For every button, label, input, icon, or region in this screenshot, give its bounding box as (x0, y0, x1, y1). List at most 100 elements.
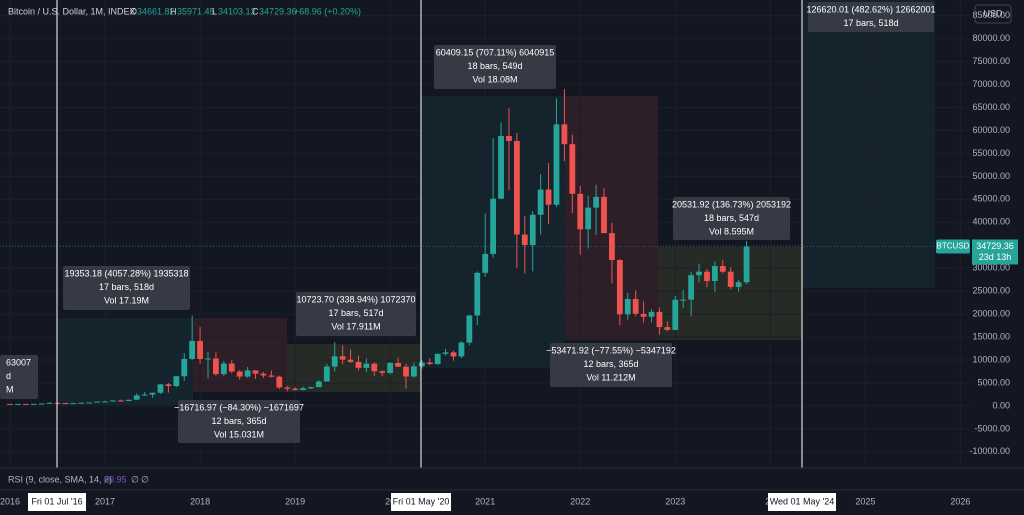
measure-box (63, 266, 190, 310)
rsi-label: RSI (9, close, SMA, 14, 2) (8, 474, 112, 484)
price-tag (972, 239, 1018, 265)
candle-body (490, 198, 497, 254)
date-marker-label: Wed 01 May '24 (770, 496, 835, 506)
measure-text: Vol 15.031M (214, 429, 264, 439)
candle-body (379, 371, 386, 373)
x-tick-label: 2021 (475, 496, 495, 506)
candle-body (632, 298, 639, 314)
measure-text: 126620.01 (482.62%) 12662001 (806, 4, 935, 14)
price-tag-label: 34729.36 (976, 241, 1014, 251)
measure-text: 63007 (6, 357, 31, 367)
header: Bitcoin / U.S. Dollar, 1M, INDEX O 34661… (8, 6, 361, 16)
candle-body (434, 353, 441, 364)
candle-body (609, 233, 615, 260)
candle-body (7, 403, 13, 405)
candle-body (15, 403, 21, 405)
measure-box (178, 400, 300, 443)
measure-box (0, 355, 38, 399)
symbol-tag-label: BTCUSD (937, 242, 970, 251)
candle-body (545, 189, 552, 205)
candle-body (513, 140, 520, 235)
candle-body (236, 371, 243, 377)
candle-body (640, 313, 647, 317)
ohlc-value: 34103.12 (218, 6, 256, 16)
y-tick-label: 5000.00 (977, 377, 1010, 387)
ohlc-label: H (170, 6, 177, 16)
y-tick-label: 40000.00 (972, 217, 1010, 227)
date-marker (28, 493, 86, 511)
measure-text: 10723.70 (338.94%) 1072370 (296, 294, 415, 304)
x-tick-label: 2025 (855, 496, 875, 506)
y-tick-label: 0.00 (992, 400, 1010, 410)
candle-body (450, 352, 457, 357)
ohlc-label: C (252, 6, 259, 16)
y-tick-label: 30000.00 (972, 263, 1010, 273)
y-tick-label: 50000.00 (972, 171, 1010, 181)
ohlc-value: 34661.82 (137, 6, 175, 16)
candle-body (30, 403, 37, 405)
candle-body (727, 271, 734, 287)
currency[interactable]: USD (983, 8, 1003, 18)
measure-box (296, 292, 416, 336)
candle-body (585, 207, 592, 230)
candle-body (537, 189, 544, 215)
zone (193, 318, 287, 392)
candle-body (117, 400, 124, 402)
candle-body (688, 275, 695, 300)
candle-body (347, 359, 354, 362)
candle-body (181, 358, 188, 377)
zone (57, 318, 193, 405)
y-tick-label: 55000.00 (972, 148, 1010, 158)
candle-body (22, 403, 29, 405)
candle-body (110, 400, 116, 402)
candle-body (62, 403, 69, 405)
candle-body (696, 271, 702, 276)
candle-body (133, 395, 140, 400)
ohlc-value: 34729.36 (259, 6, 297, 16)
candle-body (704, 271, 710, 281)
candle-body (54, 402, 61, 404)
candle-body (498, 136, 504, 199)
symbol: Bitcoin / U.S. Dollar, 1M, INDEX (8, 6, 136, 16)
candle-body (205, 358, 211, 360)
measure-text: Vol 17.911M (331, 321, 380, 331)
currency-button[interactable] (974, 4, 1012, 24)
change: +68.96 (+0.20%) (294, 6, 361, 16)
symbol-tag (936, 239, 970, 254)
measure-text: 17 bars, 518d (843, 18, 898, 28)
candle-body (292, 388, 299, 391)
measure-box (550, 343, 672, 387)
candle-body (244, 370, 251, 377)
candle-body (355, 361, 362, 368)
candle-body (308, 387, 314, 389)
measure-text: 12 bars, 365d (583, 359, 638, 369)
measure-text: 60409.15 (707.11%) 6040915 (436, 47, 554, 57)
countdown: 23d 13h (979, 252, 1012, 262)
candle-body (648, 311, 655, 317)
measure-text: 18 bars, 549d (467, 61, 522, 71)
y-tick-label: 25000.00 (972, 286, 1010, 296)
x-tick-label: 2026 (950, 496, 970, 506)
candle-body (284, 387, 291, 389)
measure-box (808, 2, 934, 32)
candle-body (458, 342, 465, 357)
candle-body (418, 362, 425, 367)
measure-text: 20531.92 (136.73%) 2053192 (672, 199, 791, 209)
zone (802, 0, 935, 288)
candle-body (102, 401, 108, 403)
candle-body (94, 401, 101, 403)
candle-body (601, 196, 607, 234)
date-marker (391, 493, 451, 511)
zone (658, 247, 802, 340)
measure-box (434, 45, 556, 89)
measure-text: 17 bars, 518d (99, 282, 154, 292)
measure-text: 19353.18 (4057.28%) 1935318 (64, 268, 188, 278)
candle-body (268, 375, 275, 377)
candle-body (553, 124, 560, 205)
candle-body (189, 340, 196, 359)
candle-body (86, 402, 93, 404)
y-tick-label: 10000.00 (972, 354, 1010, 364)
x-tick-label: 20 (385, 496, 395, 506)
candle-body (38, 403, 45, 405)
candle-body (213, 358, 219, 375)
